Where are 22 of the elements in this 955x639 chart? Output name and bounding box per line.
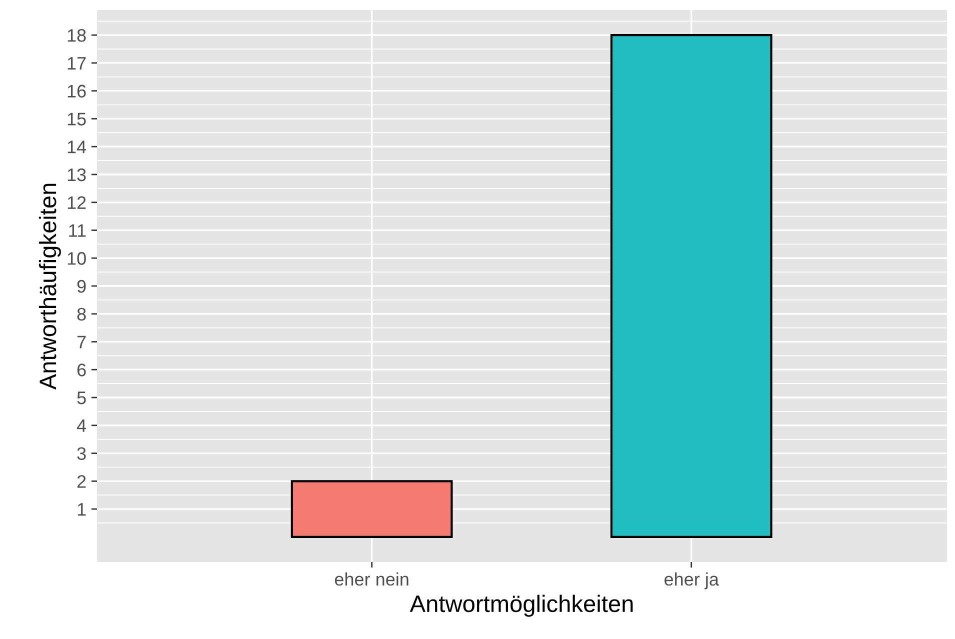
y-tick-label: 10 (68, 252, 86, 265)
y-tick-label: 15 (68, 112, 86, 126)
y-tick-label: 17 (68, 57, 86, 70)
y-tick-label: 4 (76, 420, 86, 432)
y-tick-label: 6 (77, 364, 86, 376)
y-tick-label: 8 (77, 308, 86, 321)
y-tick-label: 5 (77, 392, 86, 404)
y-tick-label: 2 (77, 475, 86, 488)
y-tick-label: 11 (69, 224, 86, 237)
x-axis-title: Antwortmöglichkeiten (410, 594, 633, 617)
y-tick-label: 3 (77, 447, 86, 460)
y-tick-label: 9 (77, 280, 86, 293)
y-tick-label: 16 (68, 84, 86, 98)
y-tick-label: 18 (68, 29, 86, 42)
y-tick-label: 1 (78, 503, 86, 516)
y-tick-label: 14 (68, 140, 86, 154)
y-axis-title: Antworthäufigkeiten (38, 184, 61, 390)
y-tick-label: 12 (68, 196, 86, 209)
y-tick-label: 7 (77, 336, 86, 348)
x-tick-label: eher ja (664, 572, 719, 590)
x-tick-label: eher nein (334, 572, 408, 586)
y-tick-label: 13 (68, 168, 86, 182)
